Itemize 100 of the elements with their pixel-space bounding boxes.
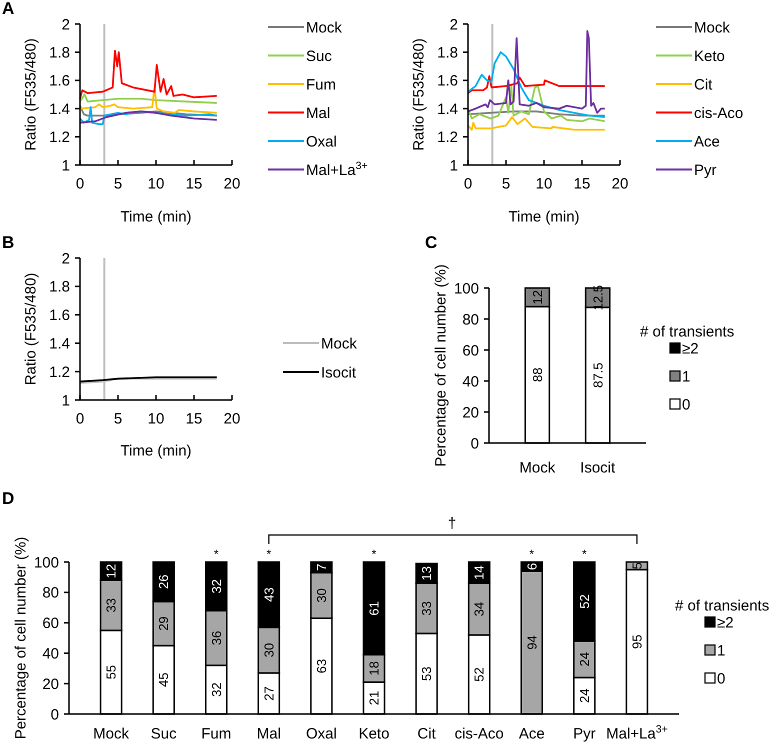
x-tick-label: 5	[502, 175, 510, 192]
line-series	[79, 106, 218, 126]
data-label: 29	[156, 616, 172, 631]
y-tick-label: 0	[470, 435, 479, 452]
x-axis-title: Time (min)	[120, 442, 192, 460]
data-label: 7	[314, 564, 329, 571]
data-label: 6	[524, 562, 540, 570]
data-label: 24	[576, 652, 592, 667]
y-tick-label: 100	[34, 554, 59, 572]
x-tick-label: 20	[224, 175, 240, 192]
data-label: 36	[208, 630, 224, 646]
y-tick-label: 60	[462, 342, 479, 360]
data-label: 45	[156, 672, 172, 688]
data-label: 30	[314, 588, 329, 603]
y-tick-label: 40	[462, 373, 479, 390]
x-tick-label: Mal	[256, 725, 281, 742]
y-tick-label: 1.2	[437, 129, 458, 146]
x-tick-label: 5	[114, 175, 122, 192]
y-tick-label: 1	[450, 157, 458, 174]
data-label: 14	[472, 565, 487, 580]
legend-label: Mal	[306, 104, 330, 122]
data-label: 43	[261, 587, 276, 602]
data-label: 12	[104, 564, 119, 578]
x-tick-label: Oxal	[306, 725, 337, 742]
y-tick-label: 1.4	[49, 100, 70, 118]
data-label: 12	[530, 290, 545, 305]
legend-label: cis-Aco	[694, 104, 744, 122]
legend-label: Mal+La$^{3+}$	[306, 160, 368, 179]
y-tick-label: 1.8	[437, 44, 458, 62]
y-tick-label: 1.6	[49, 72, 70, 90]
legend-label: Mock	[306, 19, 342, 36]
data-label: 53	[419, 666, 434, 681]
legend-title: # of transients	[675, 597, 770, 614]
legend-title: # of transients	[640, 323, 734, 340]
y-axis-title: Ratio (F535/480)	[410, 38, 428, 151]
data-label: 52	[472, 667, 487, 682]
y-axis-title: Percentage of cell number (%)	[432, 264, 450, 467]
legend-label: Isocit	[321, 364, 357, 382]
legend-label: 1	[717, 642, 726, 660]
y-axis-title: Percentage of cell number (%)	[12, 536, 30, 740]
data-label: 95	[629, 634, 644, 650]
x-tick-label: 15	[186, 175, 202, 192]
data-label: 61	[366, 601, 382, 616]
legend-label: Cit	[694, 76, 714, 94]
data-label: 5	[629, 562, 644, 570]
x-tick-label: 10	[148, 410, 164, 428]
annotation: *	[372, 547, 377, 561]
x-tick-label: 15	[186, 410, 202, 428]
data-label: 87.5	[590, 362, 606, 388]
y-tick-label: 2	[62, 250, 70, 268]
annotation: *	[529, 547, 534, 561]
x-tick-label: 15	[574, 175, 590, 192]
legend-label: Pyr	[694, 162, 717, 179]
y-tick-label: 1	[62, 392, 70, 410]
x-tick-label: 10	[148, 175, 164, 192]
legend-label: Ace	[694, 133, 720, 150]
data-label: 33	[419, 601, 434, 616]
legend-label: 1	[682, 368, 690, 386]
y-tick-label: 1.8	[49, 278, 70, 296]
x-tick-label: Pyr	[573, 725, 596, 742]
y-tick-label: 1.2	[49, 129, 70, 146]
x-tick-label: Fum	[201, 725, 232, 742]
data-label: 13	[419, 566, 434, 581]
legend-label: Keto	[694, 48, 725, 65]
y-tick-label: 1.6	[49, 307, 70, 324]
line-series	[467, 85, 606, 122]
line-series	[79, 94, 218, 104]
y-tick-label: 1	[62, 157, 70, 174]
y-tick-label: 1.4	[49, 335, 70, 352]
text: C	[425, 233, 438, 252]
x-tick-label: 0	[76, 175, 84, 192]
y-axis-title: Ratio (F535/480)	[22, 38, 40, 151]
annotation: *	[214, 547, 219, 561]
x-tick-label: 5	[114, 410, 122, 428]
y-tick-label: 1.8	[49, 44, 70, 62]
x-axis-title: Time (min)	[508, 208, 580, 226]
legend-label: Mock	[694, 19, 730, 36]
data-label: 32	[208, 579, 224, 594]
text: †	[448, 515, 456, 532]
line-series	[467, 30, 606, 114]
x-tick-label: Cit	[417, 725, 437, 742]
data-label: 18	[366, 661, 382, 676]
annotation: *	[582, 547, 588, 561]
data-label: 94	[524, 635, 540, 650]
data-label: 88	[530, 368, 545, 382]
x-tick-label: 0	[76, 410, 84, 428]
text: A	[2, 0, 14, 18]
y-tick-label: 60	[42, 615, 59, 632]
y-tick-label: 2	[450, 16, 458, 34]
y-tick-label: 0	[50, 706, 59, 724]
data-label: 52	[576, 594, 592, 609]
line-series	[467, 51, 606, 118]
data-label: 63	[314, 658, 329, 674]
x-tick-label: Suc	[150, 725, 178, 742]
data-label: 27	[261, 686, 276, 701]
x-axis-title: Time (min)	[120, 208, 192, 226]
y-tick-label: 80	[42, 584, 59, 602]
data-label: 33	[104, 598, 119, 613]
x-tick-label: Mal+La$^{3+}$	[606, 723, 668, 742]
y-tick-label: 2	[62, 16, 70, 34]
